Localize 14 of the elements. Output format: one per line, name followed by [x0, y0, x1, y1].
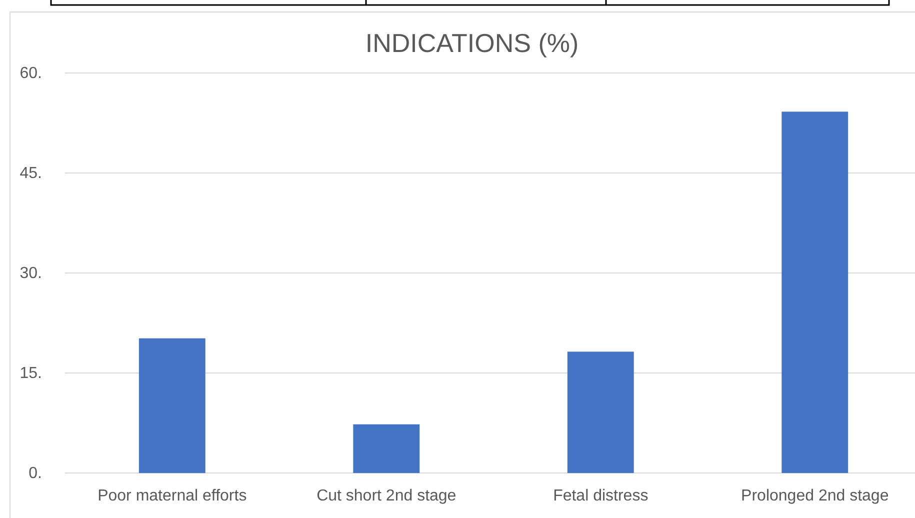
- y-tick-label: 60.: [20, 65, 42, 82]
- chart-title: INDICATIONS (%): [365, 28, 579, 58]
- bar: [567, 352, 634, 473]
- x-tick-label: Prolonged 2nd stage: [741, 487, 889, 504]
- x-tick-label: Poor maternal efforts: [98, 487, 247, 504]
- y-tick-label: 15.: [20, 365, 42, 382]
- y-tick-label: 45.: [20, 165, 42, 182]
- y-tick-label: 30.: [20, 265, 42, 282]
- y-tick-label: 0.: [28, 465, 42, 482]
- x-tick-label: Fetal distress: [553, 487, 648, 504]
- bar: [353, 424, 420, 473]
- x-tick-label: Cut short 2nd stage: [316, 487, 456, 504]
- bar: [782, 112, 848, 473]
- bar: [138, 338, 206, 473]
